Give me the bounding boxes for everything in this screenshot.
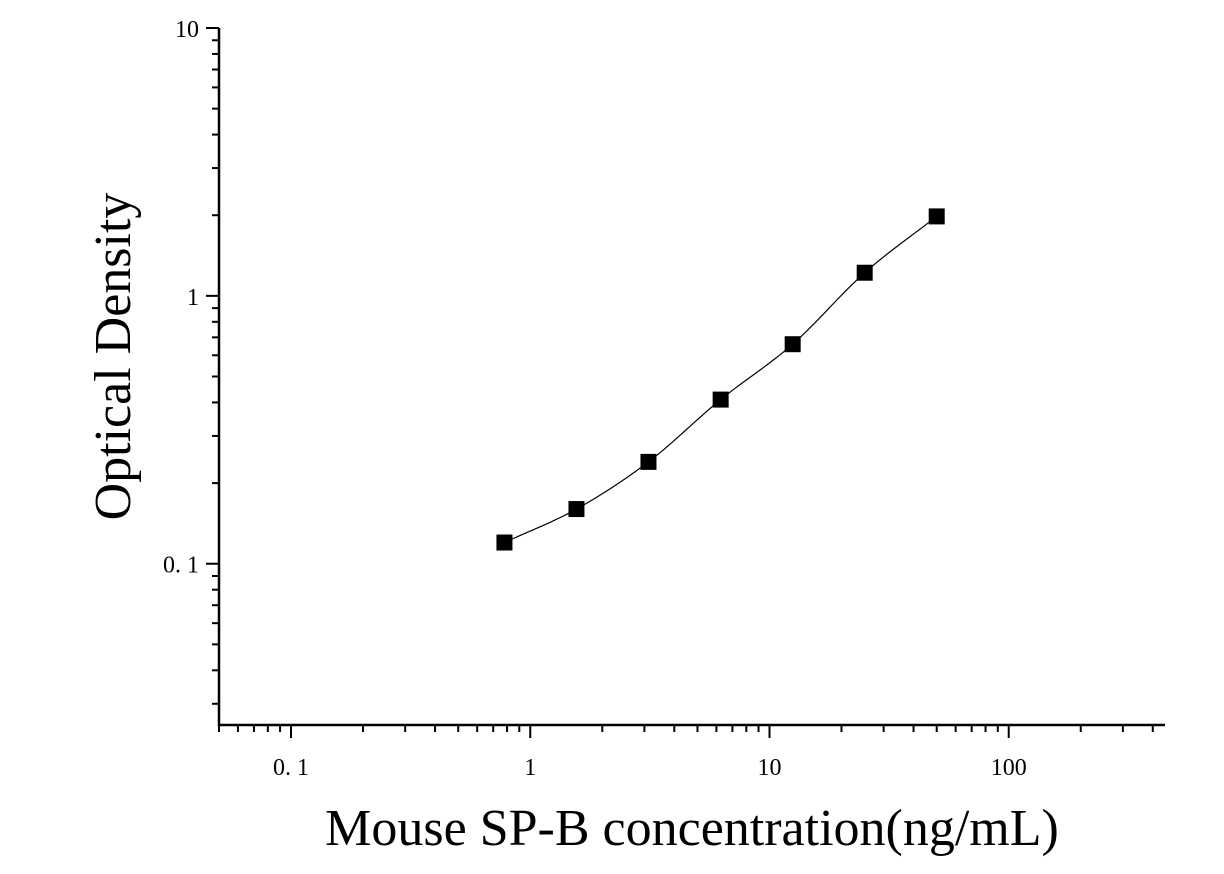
- y-axis-title: Optical Density: [85, 193, 142, 521]
- x-axis-title: Mouse SP-B concentration(ng/mL): [325, 800, 1059, 857]
- y-tick-label: 0. 1: [163, 553, 199, 579]
- data-point: [496, 534, 513, 551]
- axes: [217, 28, 1165, 727]
- data-point: [784, 336, 801, 353]
- data-point: [568, 501, 585, 518]
- data-point: [928, 208, 945, 225]
- data-point: [640, 453, 657, 470]
- data-point: [856, 264, 873, 281]
- tick-labels: 0. 1 1 10 100 0. 1 1 10: [163, 17, 1027, 781]
- x-tick-label: 1: [524, 755, 536, 781]
- data-points: [496, 208, 945, 551]
- ticks: [206, 27, 1154, 738]
- data-point: [712, 391, 729, 408]
- x-tick-label: 0. 1: [273, 755, 309, 781]
- x-tick-label: 10: [757, 755, 781, 781]
- x-tick-label: 100: [991, 755, 1027, 781]
- y-tick-label: 1: [187, 285, 199, 311]
- y-tick-label: 10: [175, 17, 199, 43]
